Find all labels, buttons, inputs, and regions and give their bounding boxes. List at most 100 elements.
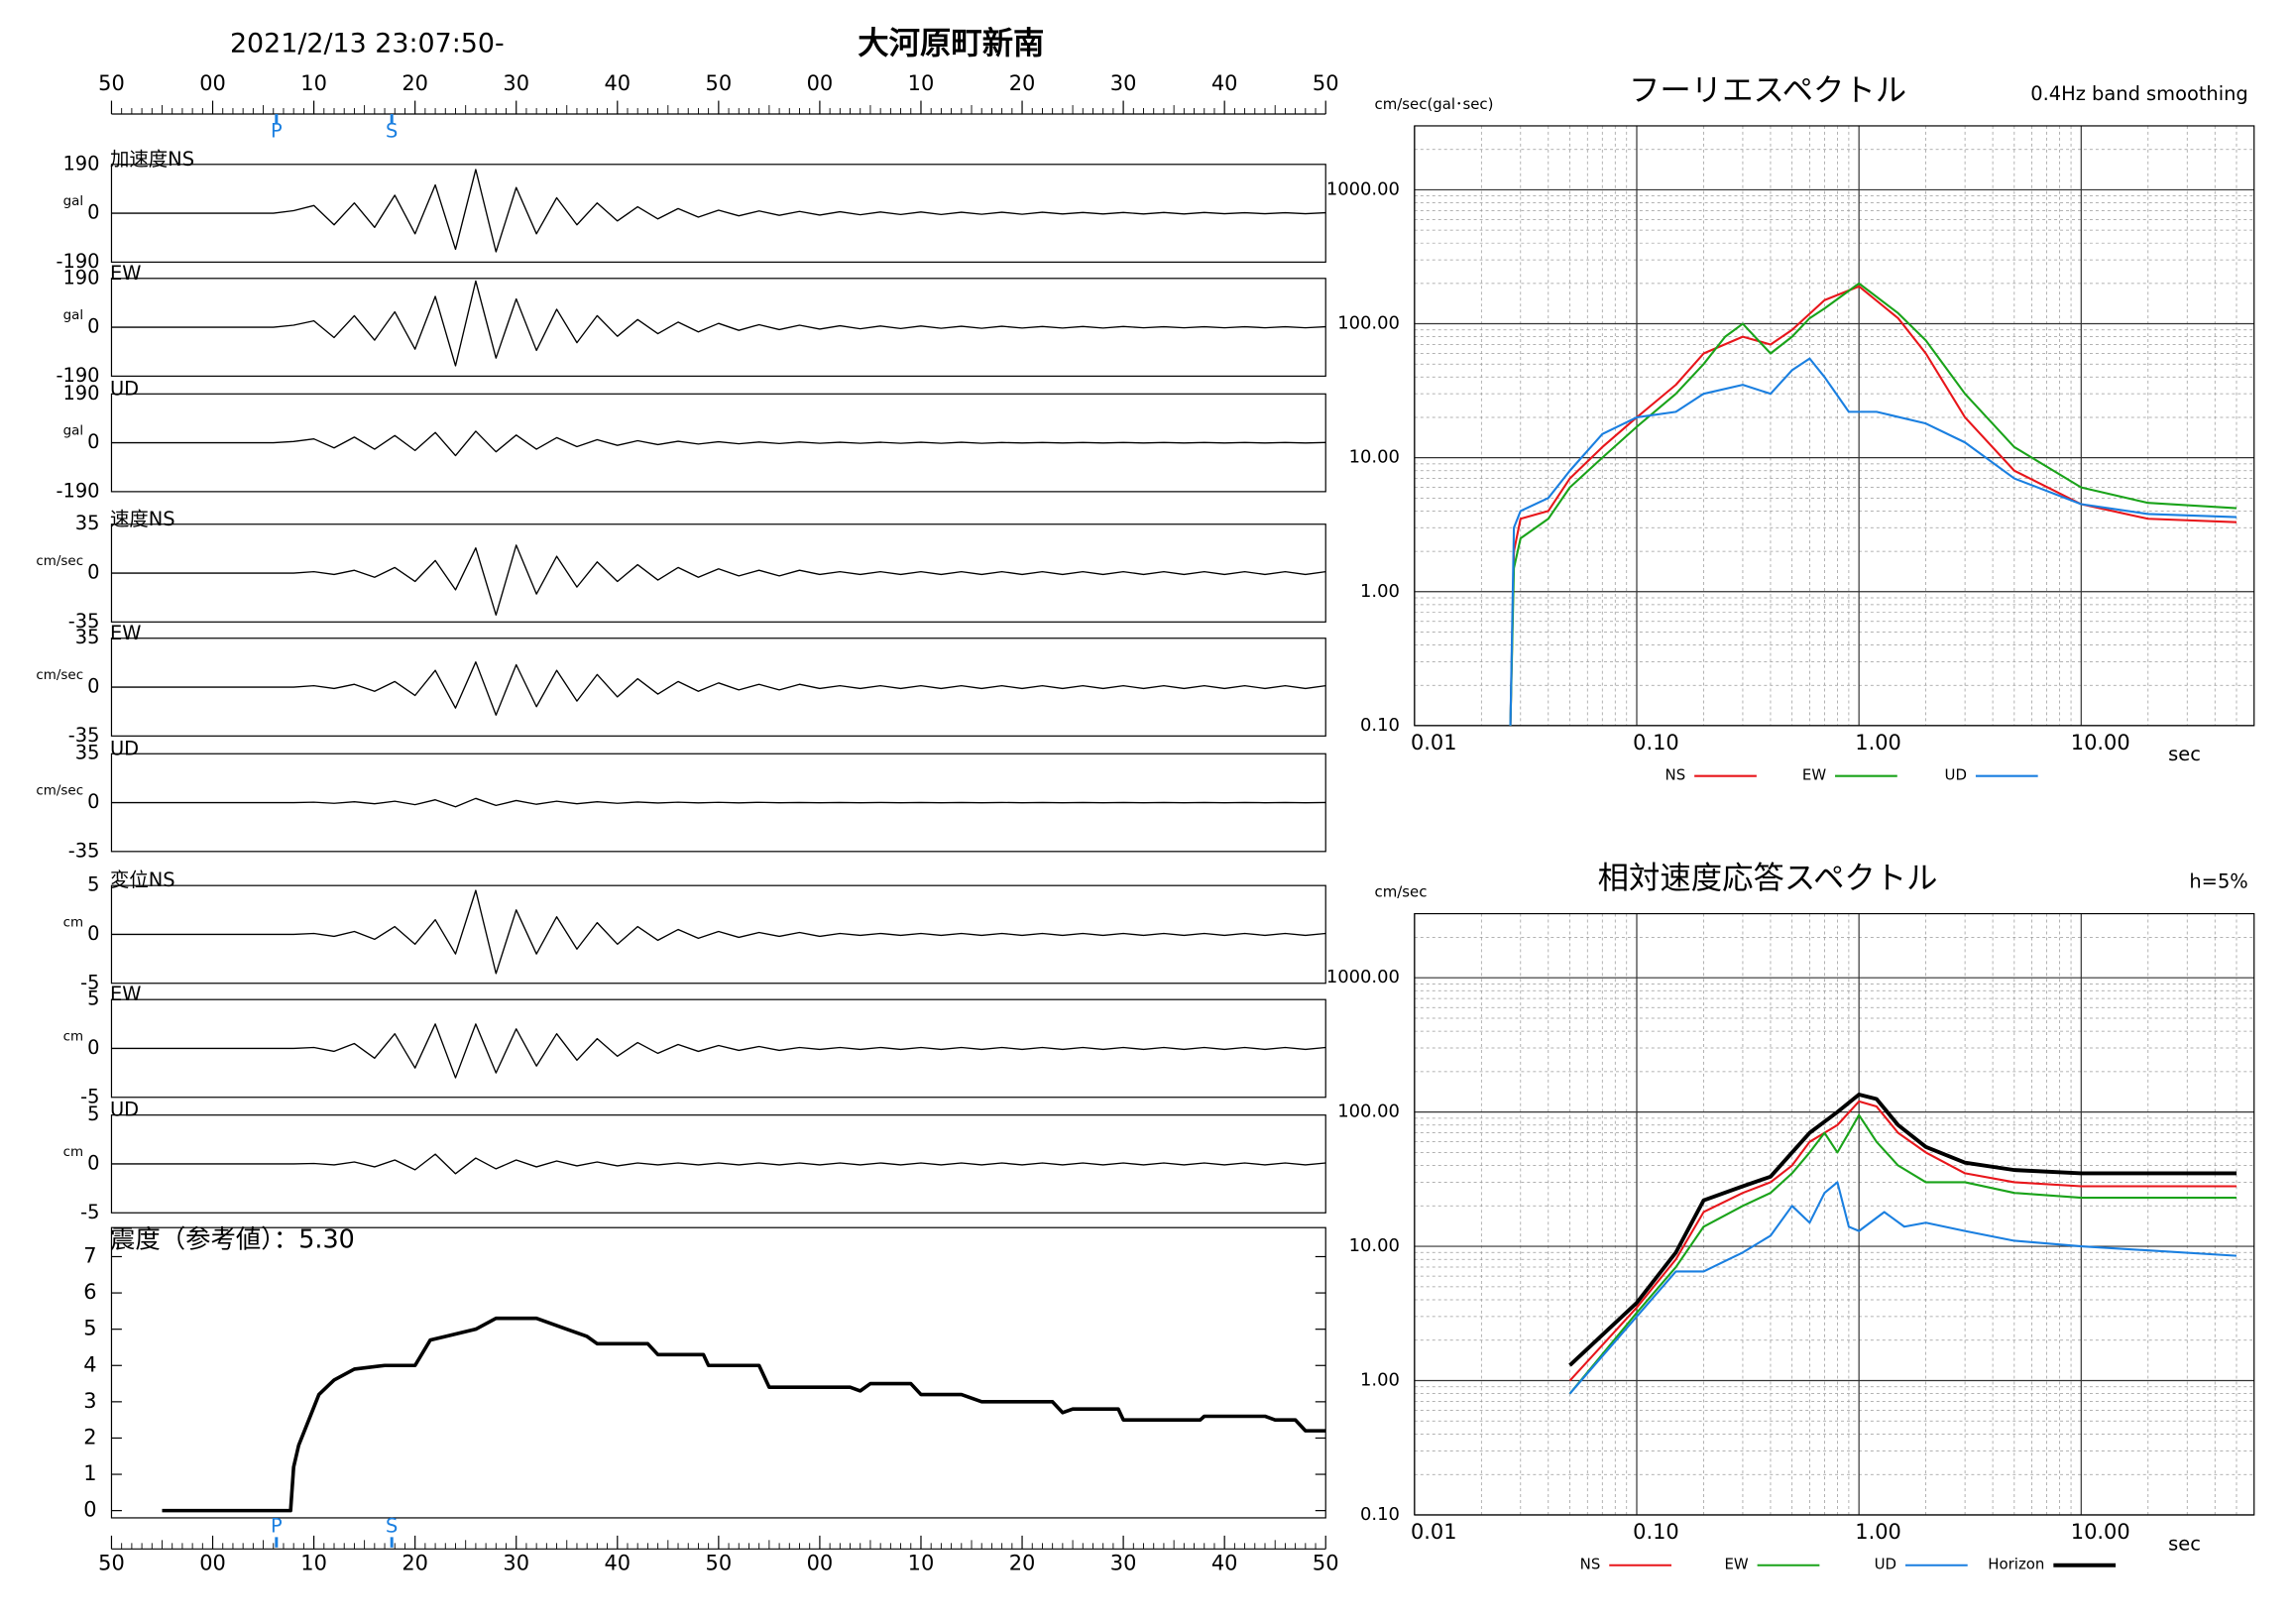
x-tick-label: 40: [1211, 71, 1238, 95]
x-tick-label: 0.10: [1633, 1520, 1679, 1544]
y-tick-label: 5: [87, 873, 99, 896]
spectrum-line: [1568, 1181, 2238, 1395]
legend-label: NS: [1580, 1556, 1601, 1573]
unit-label: gal: [63, 424, 83, 439]
x-tick-label: 40: [1211, 1551, 1238, 1574]
waveform: [111, 544, 1326, 616]
y-axis-label: cm/sec: [1375, 883, 1428, 901]
spectrum-line: [1509, 357, 2238, 726]
unit-label: cm: [63, 1145, 83, 1160]
panel-name: 変位NS: [110, 869, 175, 891]
y-tick-label: 1.00: [1360, 1370, 1400, 1391]
legend-label: UD: [1875, 1556, 1896, 1573]
station: 大河原町新南: [858, 26, 1044, 61]
y-tick-label: 190: [62, 382, 99, 405]
y-tick-label: 35: [75, 742, 100, 764]
y-tick-label: 0: [87, 790, 99, 813]
x-tick-label: 50: [706, 71, 733, 95]
x-axis-label: sec: [2168, 743, 2201, 765]
x-tick-label: 10: [300, 71, 327, 95]
panel-name: 速度NS: [110, 508, 175, 530]
spectrum-line: [1509, 285, 2238, 726]
y-tick-label: 3: [83, 1389, 96, 1413]
x-tick-label: 00: [807, 1551, 834, 1574]
y-tick-label: 190: [62, 152, 99, 174]
waveform: [111, 280, 1326, 367]
x-tick-label: 20: [402, 71, 428, 95]
x-tick-label: 1.00: [1855, 731, 1901, 754]
waveform: [111, 169, 1326, 253]
y-tick-label: 7: [83, 1243, 96, 1267]
x-tick-label: 30: [1110, 1551, 1137, 1574]
legend-label: UD: [1945, 766, 1967, 784]
chart-title: フーリエスペクトル: [1629, 73, 1906, 109]
x-tick-label: 00: [199, 1551, 226, 1574]
y-tick-label: -35: [68, 610, 100, 633]
x-tick-label: 20: [1009, 1551, 1036, 1574]
phase-label: S: [386, 119, 398, 142]
y-tick-label: 0: [87, 922, 99, 945]
waveform: [111, 661, 1326, 716]
x-tick-label: 40: [604, 71, 631, 95]
x-tick-label: 30: [1110, 71, 1137, 95]
plot-frame: [110, 1226, 1326, 1519]
y-tick-label: 1000.00: [1326, 178, 1400, 199]
x-tick-label: 00: [199, 71, 226, 95]
y-tick-label: -190: [56, 250, 99, 273]
waveform: [111, 1153, 1326, 1175]
waveform: [111, 430, 1326, 457]
y-tick-label: -190: [56, 364, 99, 387]
panel-name: UD: [110, 737, 139, 759]
legend-label: Horizon: [1988, 1556, 2044, 1573]
y-axis-label: cm/sec(gal･sec): [1375, 95, 1494, 113]
y-tick-label: 2: [83, 1425, 96, 1449]
chart-title: 相対速度応答スペクトル: [1598, 861, 1938, 896]
spectrum-line: [1568, 1113, 2237, 1395]
y-tick-label: 0: [87, 201, 99, 224]
plot-frame: [1414, 912, 2255, 1516]
y-tick-label: 0: [87, 315, 99, 338]
chart-title: 震度（参考値）：5.30: [110, 1224, 355, 1254]
x-tick-label: 10: [300, 1551, 327, 1574]
x-tick-label: 20: [1009, 71, 1036, 95]
x-tick-label: 40: [604, 1551, 631, 1574]
y-tick-label: 0: [83, 1498, 96, 1522]
panel-name: UD: [110, 1099, 139, 1121]
y-tick-label: -5: [80, 971, 99, 993]
x-tick-label: 50: [1313, 71, 1339, 95]
panel-name: EW: [110, 262, 141, 285]
x-tick-label: 20: [402, 1551, 428, 1574]
unit-label: cm/sec: [36, 554, 83, 569]
chart-subtitle: h=5%: [2189, 870, 2247, 893]
y-tick-label: 0: [87, 675, 99, 698]
panel-name: EW: [110, 983, 141, 1005]
phase-label: S: [386, 1514, 398, 1537]
x-tick-label: 1.00: [1855, 1520, 1901, 1544]
x-tick-label: 0.10: [1633, 731, 1679, 754]
unit-label: gal: [63, 194, 83, 209]
x-axis-label: sec: [2168, 1532, 2201, 1555]
spectrum-line: [1509, 282, 2238, 726]
spectrum-line: [1568, 1093, 2237, 1367]
y-tick-label: 4: [83, 1352, 96, 1376]
phase-label: P: [271, 1514, 283, 1537]
y-tick-label: 0: [87, 561, 99, 584]
y-tick-label: -190: [56, 479, 99, 502]
legend-label: EW: [1724, 1556, 1748, 1573]
y-tick-label: 0: [87, 430, 99, 453]
y-tick-label: 10.00: [1349, 1235, 1400, 1256]
unit-label: cm/sec: [36, 668, 83, 683]
panel-name: UD: [110, 377, 139, 400]
y-tick-label: 0: [87, 1151, 99, 1174]
x-tick-label: 30: [503, 71, 529, 95]
y-tick-label: 1000.00: [1326, 967, 1400, 987]
x-tick-label: 50: [1313, 1551, 1339, 1574]
y-tick-label: 5: [87, 987, 99, 1010]
x-tick-label: 10: [908, 1551, 935, 1574]
x-tick-label: 50: [98, 71, 125, 95]
y-tick-label: 0.10: [1360, 1504, 1400, 1525]
y-tick-label: 5: [87, 1102, 99, 1125]
unit-label: cm: [63, 1030, 83, 1045]
